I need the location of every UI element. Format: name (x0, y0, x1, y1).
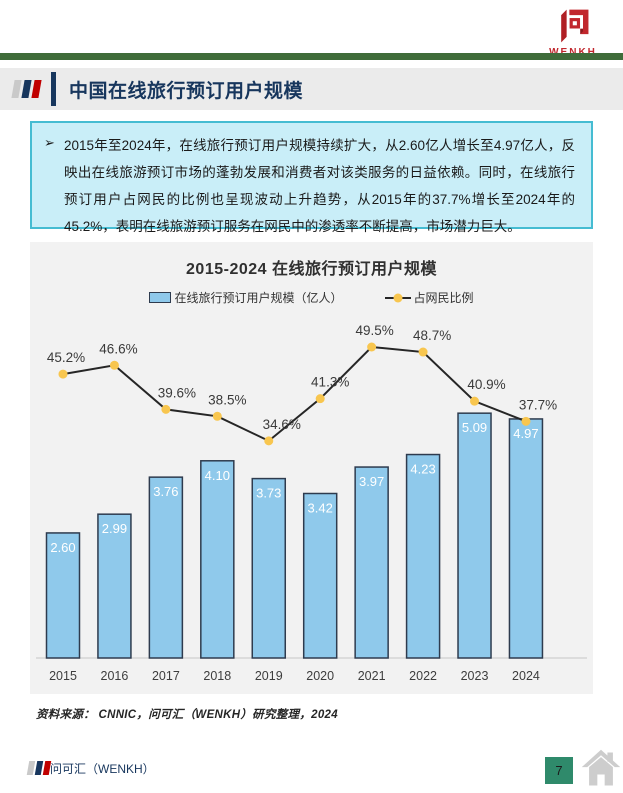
bar-2024 (508, 418, 544, 659)
home-icon (581, 749, 621, 786)
x-tick-2022: 2022 (409, 669, 437, 683)
line-point-2018 (212, 411, 222, 421)
bar-value-2022: 4.23 (410, 462, 435, 477)
line-point-2015 (58, 369, 68, 379)
line-point-2023 (470, 396, 480, 406)
bar-2015 (45, 532, 81, 659)
bar-value-2019: 3.73 (256, 486, 281, 501)
pct-label-2024: 37.7% (519, 397, 557, 412)
chart-plot: 2.60 2015 2.99 2016 3.76 2017 4.10 2018 3.73 2019… (36, 323, 587, 683)
line-point-2020 (315, 394, 325, 404)
pct-label-2018: 38.5% (208, 392, 246, 407)
line-point-2019 (264, 436, 274, 446)
bar-value-2020: 3.42 (308, 500, 333, 515)
x-tick-2017: 2017 (152, 669, 180, 683)
bar-2017 (148, 476, 184, 659)
x-tick-2018: 2018 (203, 669, 231, 683)
line-point-2017 (161, 404, 171, 414)
page-header: 中国在线旅行预订用户规模 (0, 68, 623, 110)
page-number-badge: 7 (545, 757, 573, 784)
page-title: 中国在线旅行预订用户规模 (69, 80, 304, 102)
bar-value-2021: 3.97 (359, 474, 384, 489)
pct-label-2020: 41.3% (311, 375, 349, 390)
x-tick-2023: 2023 (461, 669, 489, 683)
brand-logo: WENKH (537, 6, 609, 58)
bar-value-2016: 2.99 (102, 521, 127, 536)
line-point-2022 (418, 347, 428, 357)
bar-value-2015: 2.60 (50, 540, 75, 555)
bar-2023 (457, 412, 492, 659)
arrow-bullet-icon: ➢ (44, 135, 55, 150)
pct-label-2023: 40.9% (467, 377, 505, 392)
pct-label-2017: 39.6% (158, 385, 196, 400)
line-point-2016 (109, 360, 119, 370)
wenkh-logo-icon (561, 9, 589, 43)
x-tick-2015: 2015 (49, 669, 77, 683)
summary-text: 2015年至2024年，在线旅行预订用户规模持续扩大，从2.60亿人增长至4.9… (64, 138, 575, 234)
line-point-2024 (521, 416, 531, 426)
footer-brand-text: 问可汇（WENKH） (50, 762, 155, 776)
pct-line (62, 345, 527, 443)
bar-2016 (97, 513, 132, 659)
legend-line-label: 占网民比例 (413, 291, 474, 305)
bar-2021 (354, 466, 389, 659)
bar-2022 (405, 453, 441, 659)
header-divider (51, 72, 56, 106)
pct-label-2016: 46.6% (99, 341, 137, 356)
top-divider-bar (0, 53, 623, 60)
bar-2020 (302, 492, 338, 659)
bar-swatch-icon (149, 292, 172, 303)
legend-item-bar: 在线旅行预订用户规模（亿人） (149, 289, 343, 306)
line-point-2021 (367, 342, 377, 352)
bar-2019 (251, 477, 287, 659)
bar-value-2017: 3.76 (153, 484, 178, 499)
bar-value-2024: 4.97 (513, 426, 538, 441)
flag-icon (11, 80, 42, 98)
pct-label-2022: 48.7% (413, 328, 451, 343)
brand-logo-text: WENKH (537, 47, 609, 58)
summary-callout: ➢ 2015年至2024年，在线旅行预订用户规模持续扩大，从2.60亿人增长至4… (30, 121, 593, 234)
chart-card: 2015-2024 在线旅行预订用户规模 在线旅行预订用户规模（亿人） 占网民比… (30, 242, 593, 694)
pct-label-2015: 45.2% (47, 350, 85, 365)
x-tick-2019: 2019 (255, 669, 283, 683)
x-tick-2016: 2016 (101, 669, 129, 683)
pct-label-2019: 34.6% (263, 417, 301, 432)
legend-bar-label: 在线旅行预订用户规模（亿人） (174, 291, 343, 305)
x-tick-2020: 2020 (306, 669, 334, 683)
chart-title: 2015-2024 在线旅行预订用户规模 (186, 261, 437, 278)
footer-flag-icon (26, 761, 52, 775)
x-tick-2021: 2021 (358, 669, 386, 683)
line-marker-icon (384, 293, 411, 302)
bar-2018 (200, 460, 235, 659)
chart-legend: 在线旅行预订用户规模（亿人） 占网民比例 (30, 289, 593, 306)
bar-value-2023: 5.09 (462, 420, 487, 435)
source-note: 资料来源： CNNIC，问可汇（WENKH）研究整理，2024 (36, 709, 338, 721)
pct-label-2021: 49.5% (355, 323, 393, 338)
bar-value-2018: 4.10 (205, 468, 230, 483)
x-tick-2024: 2024 (512, 669, 540, 683)
legend-item-line: 占网民比例 (384, 289, 474, 306)
